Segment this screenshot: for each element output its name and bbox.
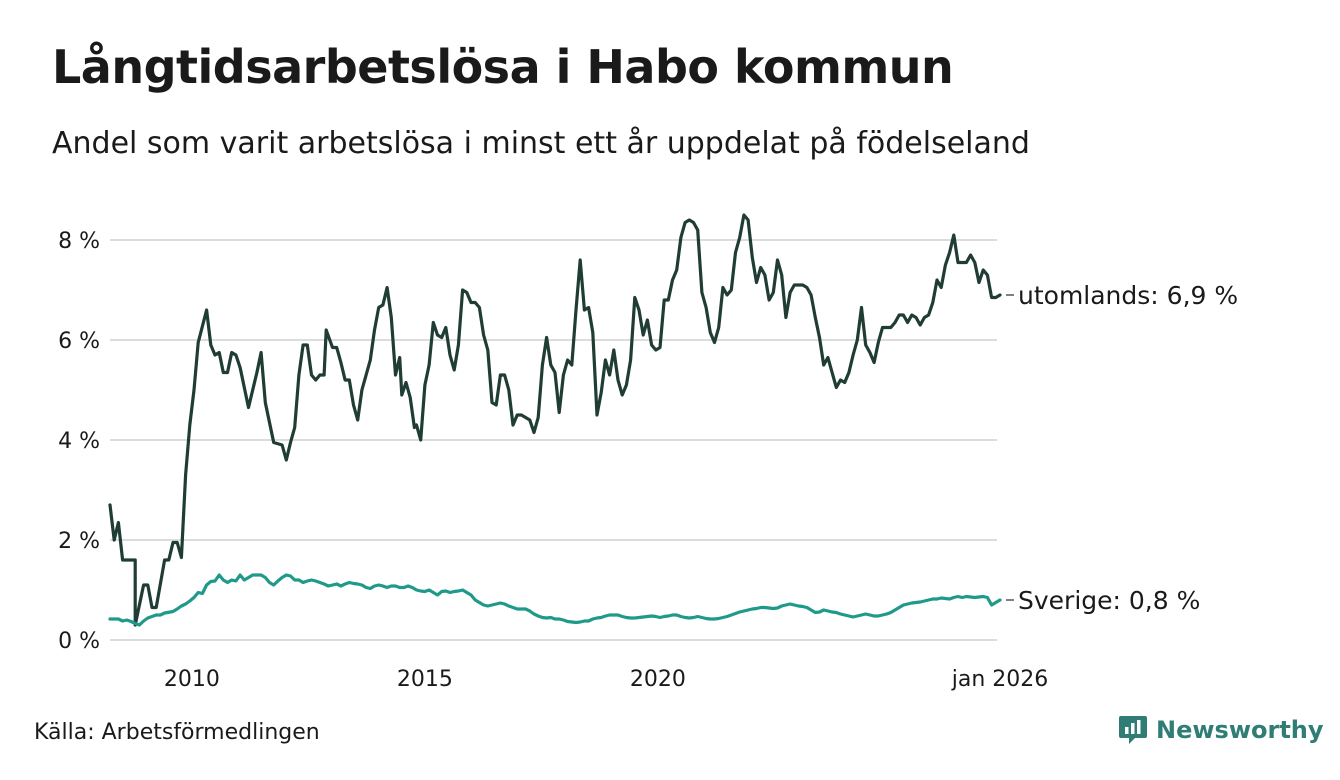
y-axis-ticks: 0 % 2 % 4 % 6 % 8 %: [58, 229, 100, 654]
newsworthy-logo-icon: [1119, 716, 1147, 744]
y-tick-label-2: 2 %: [58, 529, 100, 554]
series-label-Sverige: Sverige: 0,8 %: [1018, 586, 1200, 615]
series-line-utomlands: [108, 213, 1002, 627]
x-tick-label-2010: 2010: [164, 667, 220, 692]
series-line-Sverige: [108, 573, 1002, 627]
series-lines: [108, 213, 1002, 627]
series-label-utomlands: utomlands: 6,9 %: [1018, 281, 1238, 310]
y-tick-label-8: 8 %: [58, 229, 100, 254]
x-tick-label-2020: 2020: [630, 667, 686, 692]
chart-title: Långtidsarbetslösa i Habo kommun: [52, 40, 954, 94]
x-axis-ticks: 2010 2015 2020 jan 2026: [164, 667, 1048, 692]
y-tick-label-0: 0 %: [58, 629, 100, 654]
x-tick-label-2015: 2015: [397, 667, 453, 692]
brand-logo: Newsworthy: [1118, 714, 1324, 746]
y-tick-label-6: 6 %: [58, 329, 100, 354]
x-tick-label-2026: jan 2026: [951, 667, 1049, 692]
chart-subtitle: Andel som varit arbetslösa i minst ett å…: [52, 126, 1030, 161]
gridlines: [110, 239, 997, 641]
y-tick-label-4: 4 %: [58, 429, 100, 454]
source-note: Källa: Arbetsförmedlingen: [34, 720, 320, 745]
brand-name: Newsworthy: [1156, 716, 1324, 744]
series-labels: utomlands: 6,9 % Sverige: 0,8 %: [1006, 281, 1238, 615]
